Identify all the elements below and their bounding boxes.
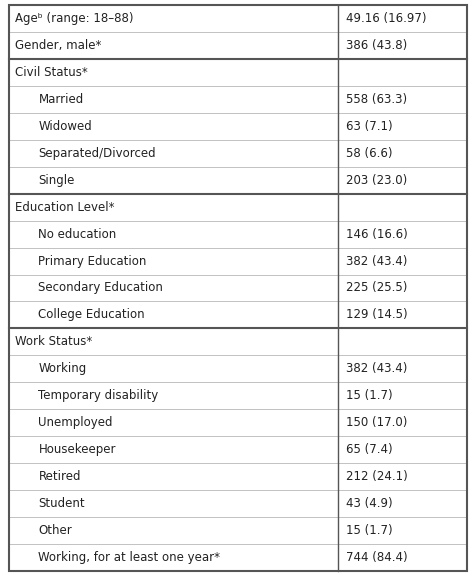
Text: Widowed: Widowed [39,120,92,132]
Text: 43 (4.9): 43 (4.9) [347,498,393,510]
Text: 65 (7.4): 65 (7.4) [347,444,393,456]
Text: 744 (84.4): 744 (84.4) [347,551,408,564]
Text: Education Level*: Education Level* [15,200,115,214]
Text: 63 (7.1): 63 (7.1) [347,120,393,132]
Text: Working, for at least one year*: Working, for at least one year* [39,551,220,564]
Text: Retired: Retired [39,471,81,483]
Text: 129 (14.5): 129 (14.5) [347,309,408,321]
Text: 15 (1.7): 15 (1.7) [347,389,393,403]
Text: 382 (43.4): 382 (43.4) [347,255,407,267]
Text: 49.16 (16.97): 49.16 (16.97) [347,12,427,25]
Text: 15 (1.7): 15 (1.7) [347,524,393,537]
Text: Separated/Divorced: Separated/Divorced [39,146,156,160]
Text: Ageᵇ (range: 18–88): Ageᵇ (range: 18–88) [15,12,134,25]
Text: Housekeeper: Housekeeper [39,444,116,456]
Text: Temporary disability: Temporary disability [39,389,159,403]
Text: Working: Working [39,362,87,376]
Text: Married: Married [39,93,84,105]
Text: Civil Status*: Civil Status* [15,66,88,78]
Text: Secondary Education: Secondary Education [39,282,163,294]
Text: No education: No education [39,228,117,241]
Text: 382 (43.4): 382 (43.4) [347,362,407,376]
Text: Work Status*: Work Status* [15,335,93,348]
Text: 146 (16.6): 146 (16.6) [347,228,408,241]
Text: 558 (63.3): 558 (63.3) [347,93,407,105]
Text: Primary Education: Primary Education [39,255,147,267]
Text: Student: Student [39,498,85,510]
Text: 225 (25.5): 225 (25.5) [347,282,407,294]
Text: 58 (6.6): 58 (6.6) [347,146,393,160]
Text: 212 (24.1): 212 (24.1) [347,471,408,483]
Text: College Education: College Education [39,309,145,321]
Text: Other: Other [39,524,72,537]
Text: Gender, male*: Gender, male* [15,39,102,52]
Text: Single: Single [39,173,75,187]
Text: 203 (23.0): 203 (23.0) [347,173,407,187]
Text: Unemployed: Unemployed [39,416,113,430]
Text: 150 (17.0): 150 (17.0) [347,416,407,430]
Text: 386 (43.8): 386 (43.8) [347,39,407,52]
